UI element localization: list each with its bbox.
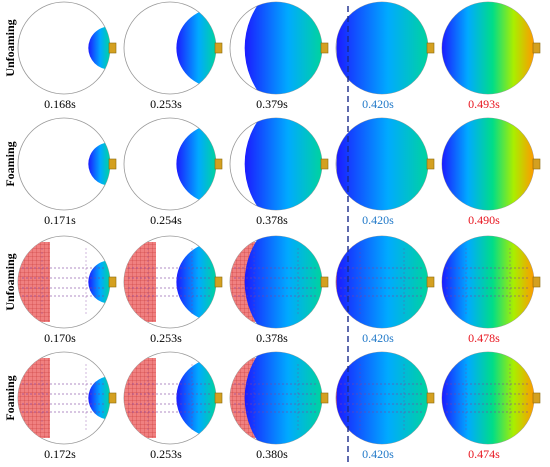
mold-panel: 0.253s (123, 351, 223, 461)
gate-icon (532, 392, 541, 404)
row-label: Foaming (3, 141, 17, 186)
time-label: 0.420s (362, 331, 394, 345)
melt-front (88, 376, 110, 420)
insert-lines (22, 364, 106, 432)
time-label: 0.493s (468, 97, 500, 111)
row-label: Foaming (3, 375, 17, 420)
melt-front (442, 2, 534, 94)
row-label: Unfoaming (3, 253, 17, 310)
gate-icon (108, 392, 117, 404)
time-label: 0.490s (468, 213, 500, 227)
gate-icon (108, 158, 117, 170)
gate-icon (108, 276, 117, 288)
mold-panel: 0.168s (17, 1, 117, 111)
melt-front (244, 352, 322, 444)
gate-icon (214, 276, 223, 288)
melt-front (88, 260, 110, 304)
mold-panel: 0.379s (229, 1, 329, 111)
mold-panel: 0.420s (335, 1, 435, 111)
gate-icon (214, 392, 223, 404)
gate-icon (426, 276, 435, 288)
mold-panel: 0.493s (441, 1, 541, 111)
time-label: 0.474s (468, 447, 500, 461)
melt-front (244, 2, 322, 94)
gate-icon (108, 42, 117, 54)
gate-icon (320, 158, 329, 170)
mold-panel: 0.378s (229, 117, 329, 227)
insert-block (18, 242, 50, 322)
gate-icon (532, 42, 541, 54)
melt-front (244, 118, 322, 210)
insert-lines (22, 248, 106, 316)
time-label: 0.420s (362, 447, 394, 461)
gate-icon (426, 42, 435, 54)
mold-panel: 0.172s (17, 351, 117, 461)
mold-panel: 0.171s (17, 117, 117, 227)
insert-lines (446, 248, 530, 316)
melt-front (88, 26, 110, 70)
mold-panel: 0.474s (441, 351, 541, 461)
time-label: 0.253s (150, 331, 182, 345)
melt-front (244, 236, 322, 328)
time-label: 0.378s (256, 331, 288, 345)
insert-lines (234, 364, 318, 432)
melt-front (442, 352, 534, 444)
time-label: 0.254s (150, 213, 182, 227)
insert-lines (128, 364, 212, 432)
row-label: Unfoaming (3, 19, 17, 76)
mold-panel: 0.420s (335, 351, 435, 461)
gate-icon (426, 392, 435, 404)
insert-lines (234, 248, 318, 316)
insert-lines (340, 248, 424, 316)
insert-lines (128, 248, 212, 316)
time-label: 0.379s (256, 97, 288, 111)
insert-block (124, 358, 156, 438)
mold-panel: 0.490s (441, 117, 541, 227)
time-label: 0.172s (44, 447, 76, 461)
gate-icon (426, 158, 435, 170)
time-label: 0.168s (44, 97, 76, 111)
panel-grid: 0.168s 0.253s 0.379s 0.420s 0.493s 0.171s 0.25… (17, 1, 541, 461)
time-label: 0.253s (150, 447, 182, 461)
mold-panel: 0.478s (441, 235, 541, 345)
melt-front (442, 236, 534, 328)
time-label: 0.378s (256, 213, 288, 227)
insert-block (124, 242, 156, 322)
mold-panel: 0.253s (123, 235, 223, 345)
mold-panel: 0.420s (335, 117, 435, 227)
time-label: 0.420s (362, 97, 394, 111)
melt-front (88, 142, 110, 186)
melt-front (442, 118, 534, 210)
mold-panel: 0.253s (123, 1, 223, 111)
gate-icon (320, 42, 329, 54)
insert-lines (446, 364, 530, 432)
gate-icon (532, 158, 541, 170)
mold-panel: 0.254s (123, 117, 223, 227)
time-label: 0.478s (468, 331, 500, 345)
time-label: 0.170s (44, 331, 76, 345)
insert-lines (340, 364, 424, 432)
mold-panel: 0.170s (17, 235, 117, 345)
gate-icon (214, 42, 223, 54)
gate-icon (214, 158, 223, 170)
time-label: 0.380s (256, 447, 288, 461)
mold-panel: 0.380s (229, 351, 329, 461)
insert-block (18, 358, 50, 438)
row-labels: Unfoaming Foaming Unfoaming Foaming (3, 19, 17, 420)
time-label: 0.420s (362, 213, 394, 227)
gate-icon (532, 276, 541, 288)
time-label: 0.253s (150, 97, 182, 111)
gate-icon (320, 392, 329, 404)
time-label: 0.171s (44, 213, 76, 227)
gate-icon (320, 276, 329, 288)
mold-panel: 0.378s (229, 235, 329, 345)
